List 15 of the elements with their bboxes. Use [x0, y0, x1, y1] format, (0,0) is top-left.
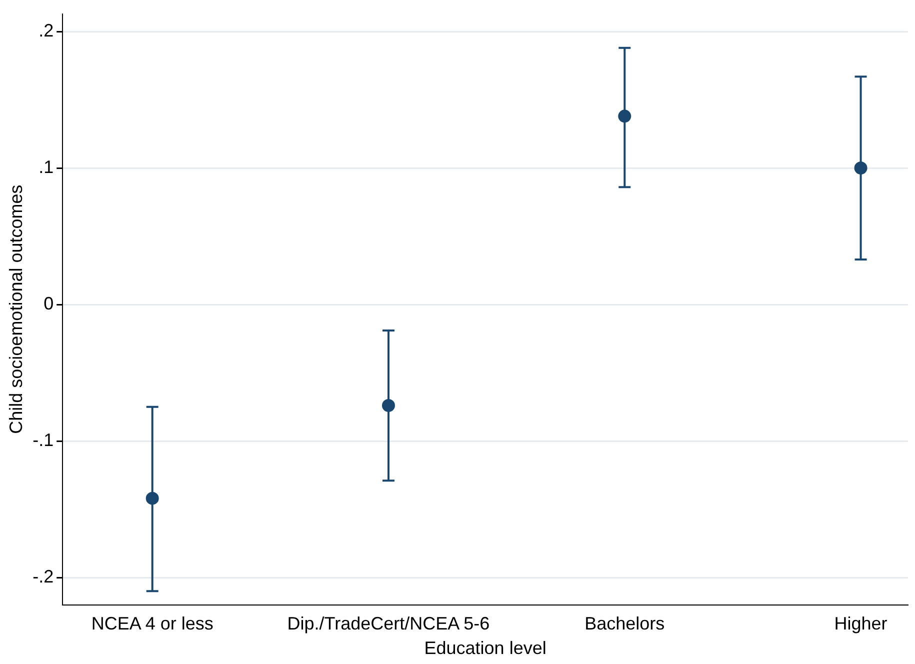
y-axis-title: Child socioemotional outcomes — [6, 184, 26, 434]
y-tick-label: -.2 — [32, 566, 54, 586]
y-tick-label: -.1 — [32, 430, 54, 450]
y-tick-label: .1 — [38, 157, 54, 177]
x-axis-title: Education level — [424, 638, 546, 658]
x-tick-label: Bachelors — [584, 614, 665, 634]
x-tick-label: Higher — [834, 614, 888, 634]
point — [382, 399, 395, 412]
y-tick-label: .2 — [38, 20, 54, 41]
point — [618, 110, 632, 123]
x-tick-label: Dip./TradeCert/NCEA 5-6 — [287, 614, 490, 634]
point — [146, 492, 159, 505]
point — [854, 162, 868, 175]
y-tick-label: 0 — [44, 293, 54, 314]
x-tick-label: NCEA 4 or less — [91, 614, 214, 634]
